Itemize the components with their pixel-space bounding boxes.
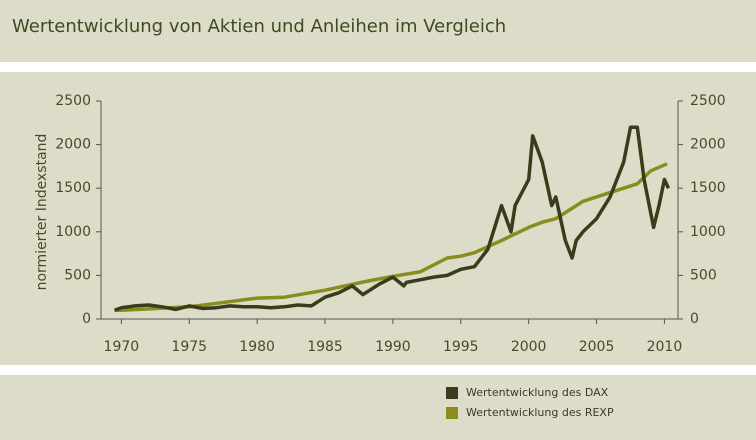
separator — [0, 365, 756, 375]
y-tick-label: 1000 — [55, 224, 91, 240]
y2-tick-label: 500 — [690, 267, 717, 283]
x-tick-label: 1985 — [307, 339, 343, 355]
legend-swatch — [446, 407, 458, 419]
y-tick-label: 500 — [64, 267, 91, 283]
legend-swatch — [446, 387, 458, 399]
y-tick-label: 2000 — [55, 137, 91, 153]
y-tick-label: 0 — [82, 311, 91, 327]
x-tick-label: 1995 — [443, 339, 479, 355]
x-tick-label: 2010 — [647, 339, 683, 355]
data-line — [113, 125, 671, 312]
legend-label: Wertentwicklung des DAX — [466, 386, 609, 399]
y2-tick-label: 1500 — [690, 180, 726, 196]
y2-tick-label: 2500 — [690, 93, 726, 109]
y-axis-label: normierter Indexstand — [34, 134, 50, 291]
x-tick-label: 2005 — [579, 339, 615, 355]
chart-title: Wertentwicklung von Aktien und Anleihen … — [12, 16, 506, 37]
x-tick-label: 1980 — [239, 339, 275, 355]
x-tick-label: 2000 — [511, 339, 547, 355]
data-line — [114, 162, 668, 313]
separator — [0, 62, 756, 72]
y-tick-label: 2500 — [55, 93, 91, 109]
x-tick-label: 1990 — [375, 339, 411, 355]
y-tick-label: 1500 — [55, 180, 91, 196]
x-tick-label: 1975 — [171, 339, 207, 355]
y2-tick-label: 0 — [690, 311, 699, 327]
y2-tick-label: 2000 — [690, 137, 726, 153]
legend-label: Wertentwicklung des REXP — [466, 406, 614, 419]
y2-tick-label: 1000 — [690, 224, 726, 240]
x-tick-label: 1970 — [104, 339, 140, 355]
